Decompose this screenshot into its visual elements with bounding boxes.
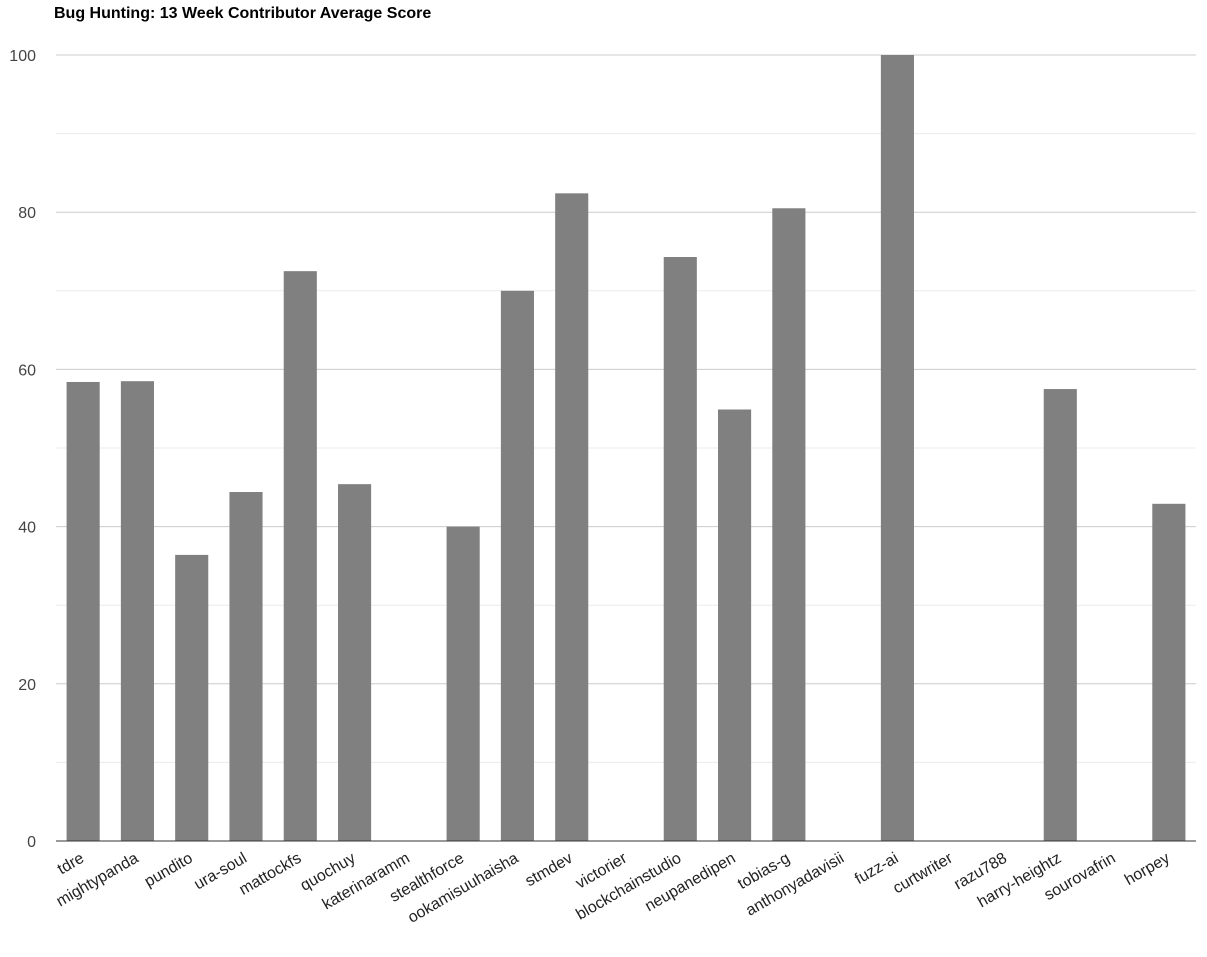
x-category-label: horpey — [1122, 850, 1173, 889]
bar-tdre — [66, 381, 100, 841]
bar-mightypanda — [120, 381, 154, 841]
bar-horpey — [1152, 503, 1186, 841]
y-tick-label: 0 — [27, 834, 36, 851]
x-category-label: stmdev — [523, 850, 576, 891]
chart-title: Bug Hunting: 13 Week Contributor Average… — [54, 5, 432, 22]
x-category-label: pundito — [142, 850, 196, 891]
bar-pundito — [175, 554, 209, 841]
bar-stmdev — [555, 193, 589, 841]
bar-ookamisuuhaisha — [500, 290, 534, 841]
gridlines — [56, 54, 1196, 763]
bar-quochuy — [338, 484, 372, 841]
y-tick-labels: 0 20 40 60 80 100 — [9, 48, 36, 851]
x-category-label: mattockfs — [236, 850, 304, 899]
x-category-label: neupanedipen — [642, 850, 738, 915]
bar-fuzz-ai — [880, 55, 914, 841]
y-tick-label: 20 — [18, 677, 36, 694]
bars — [66, 55, 1186, 841]
x-category-label: tdre — [55, 850, 87, 879]
bar-neupanedipen — [718, 409, 752, 841]
y-tick-label: 80 — [18, 205, 36, 222]
y-tick-label: 40 — [18, 520, 36, 537]
x-category-label: anthonyadavisii — [743, 850, 847, 920]
bar-mattockfs — [283, 271, 317, 841]
y-tick-label: 60 — [18, 362, 36, 379]
y-tick-label: 100 — [9, 48, 36, 65]
bar-harry-heightz — [1043, 389, 1077, 841]
bar-stealthforce — [446, 526, 480, 841]
x-category-label: curtwriter — [890, 849, 956, 897]
bar-blockchainstudio — [663, 257, 697, 841]
bar-tobias-g — [772, 208, 806, 841]
bar-ura-soul — [229, 492, 263, 841]
